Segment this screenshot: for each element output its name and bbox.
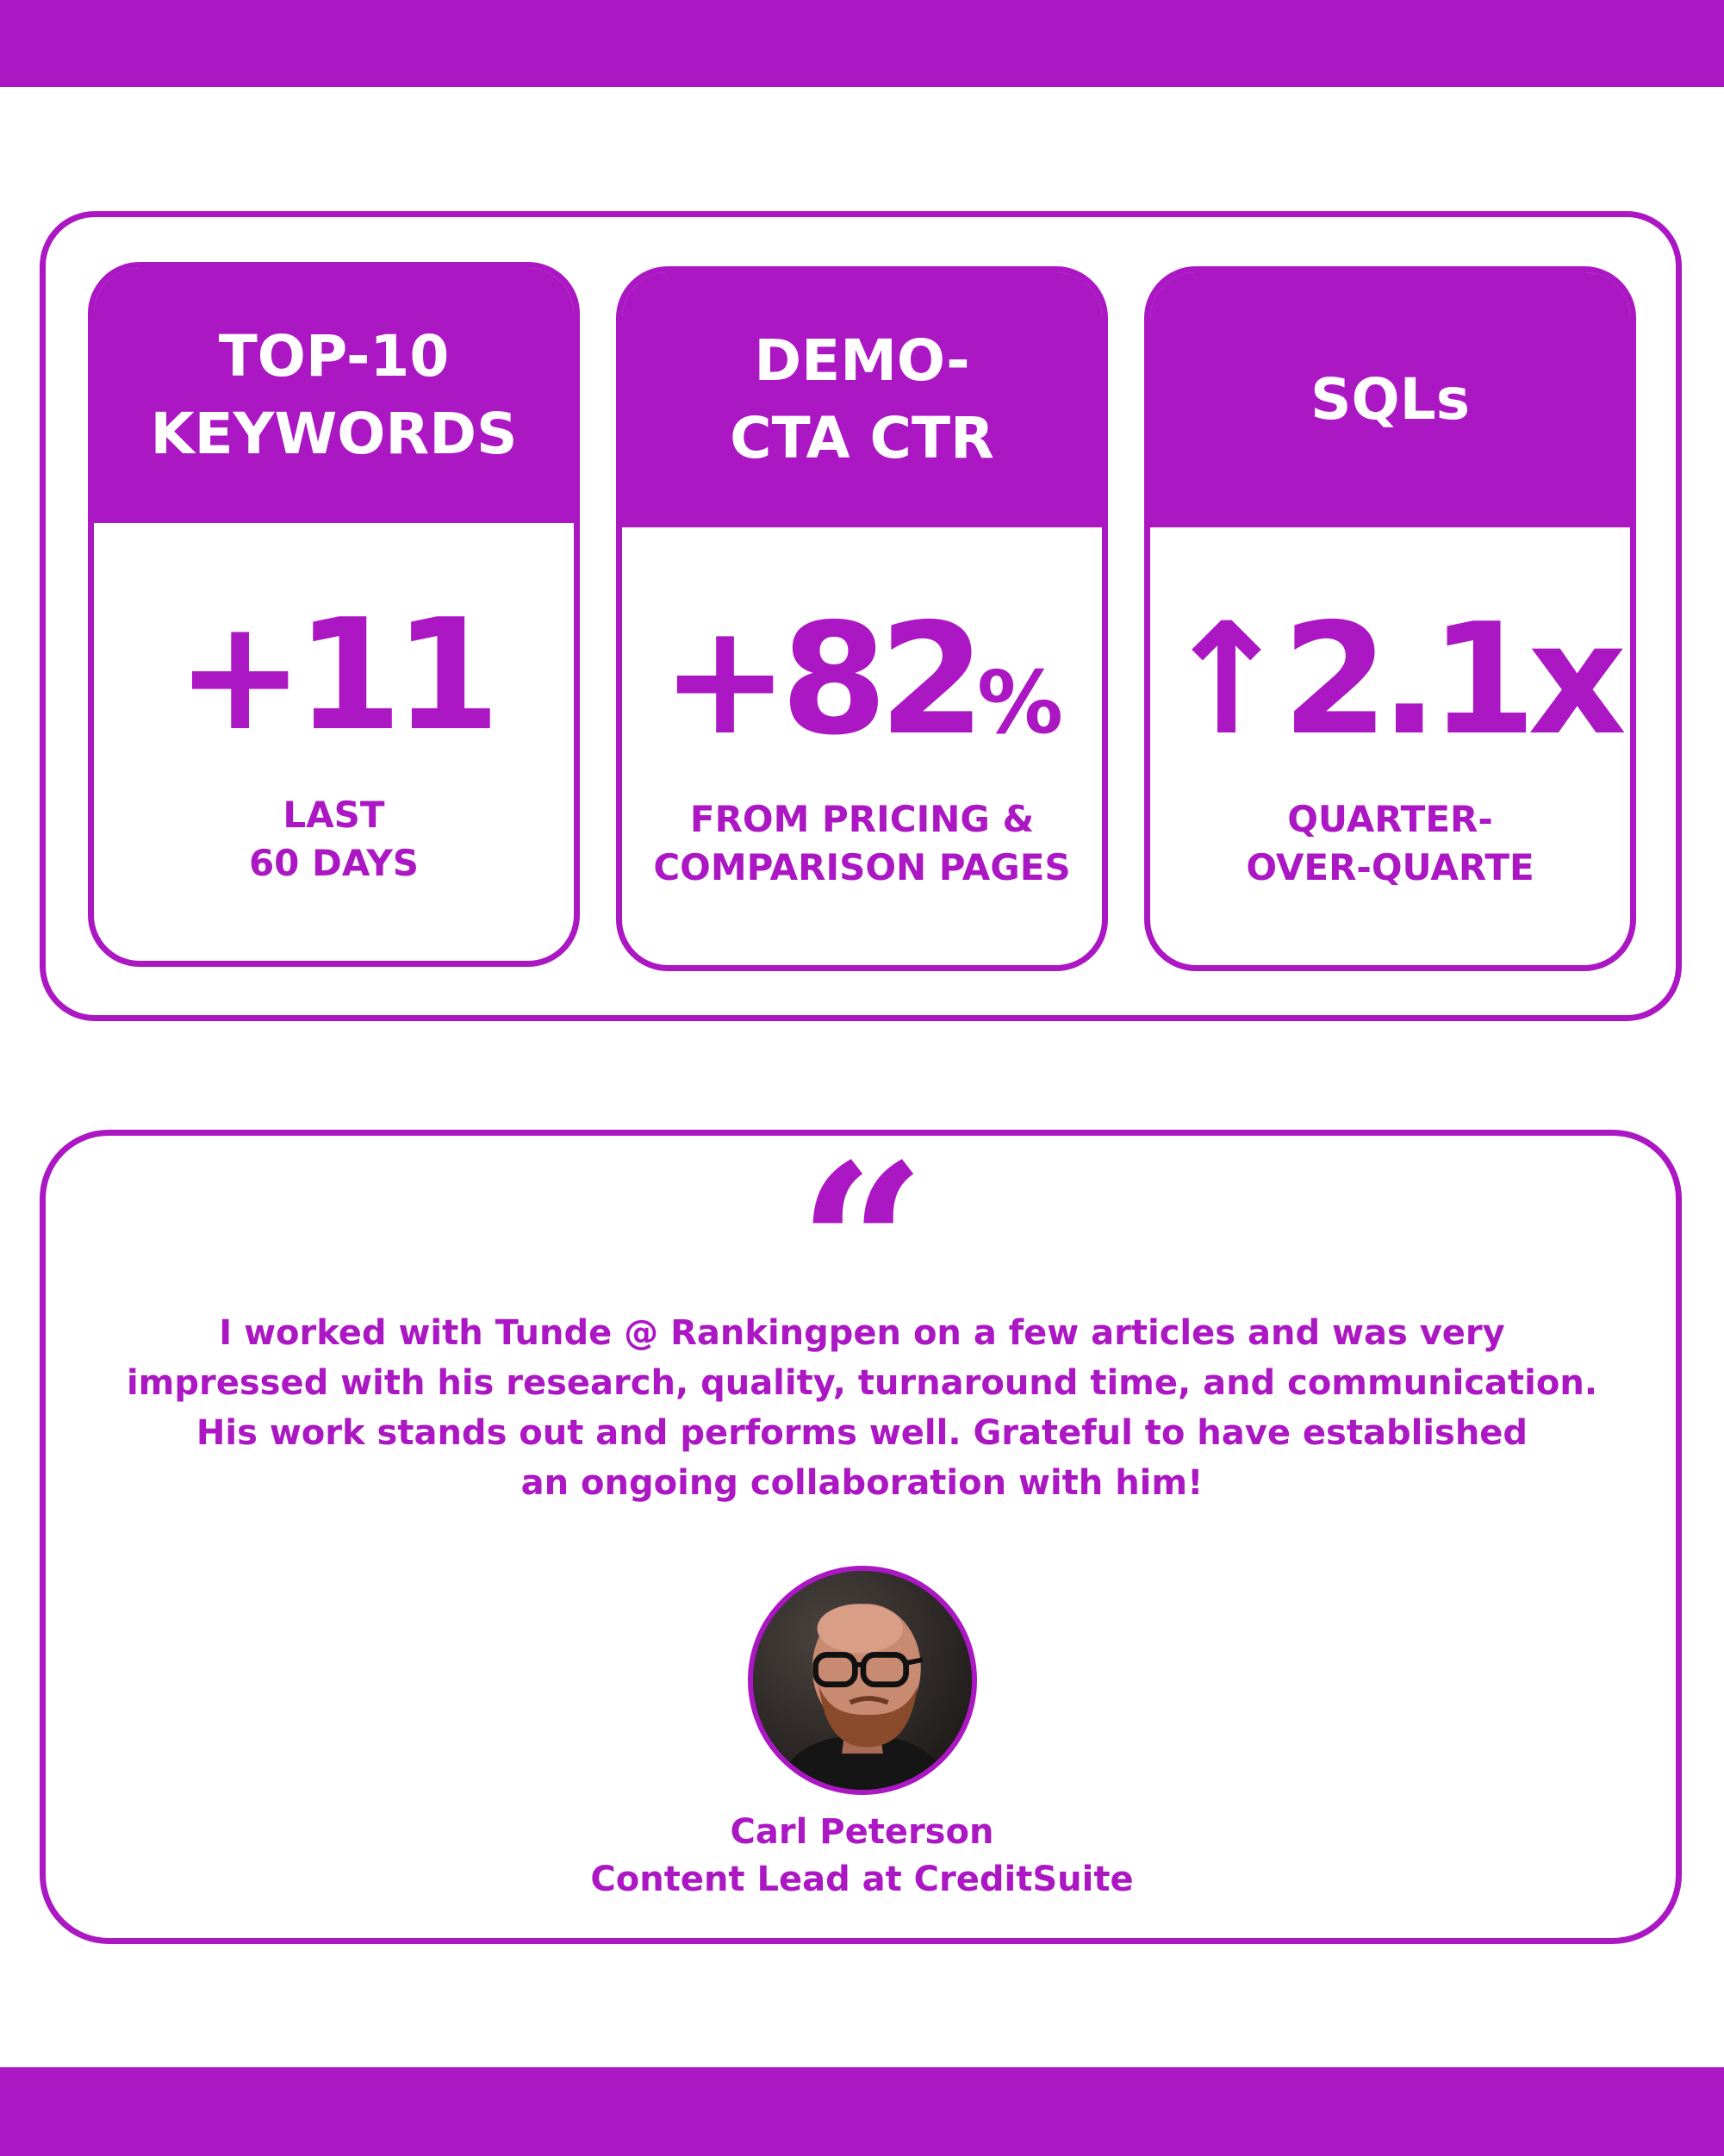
quote-line: impressed with his research, quality, tu… — [126, 1363, 1598, 1403]
stat-caption: QUARTER- OVER-QUARTE — [1246, 798, 1534, 888]
stat-title: SQLs — [1310, 366, 1470, 433]
bottom-accent-band — [0, 2067, 1724, 2156]
stat-value: +11 — [94, 599, 574, 772]
stats-panel — [40, 211, 1682, 1021]
stat-value: +82% — [622, 603, 1102, 776]
quote-line: I worked with Tunde @ Rankingpen on a fe… — [219, 1313, 1505, 1353]
avatar — [748, 1566, 977, 1795]
testimonial-panel — [40, 1130, 1682, 1944]
stat-value: ↑2.1x — [1150, 603, 1630, 776]
quote-line: an ongoing collaboration with him! — [520, 1463, 1204, 1503]
quote-line: His work stands out and performs well. G… — [196, 1413, 1528, 1453]
stat-unit: % — [976, 652, 1064, 753]
avatar-portrait — [753, 1571, 972, 1790]
stat-number: +82 — [660, 590, 986, 769]
stat-number: +11 — [176, 586, 501, 764]
top-accent-band — [0, 0, 1724, 87]
opening-quote-icon: “ — [797, 1116, 927, 1379]
stat-title: TOP-10 KEYWORDS — [150, 323, 518, 467]
stat-card-header: SQLs — [1150, 272, 1630, 527]
author-role: Content Lead at CreditSuite — [590, 1860, 1134, 1899]
stat-card-header: TOP-10 KEYWORDS — [94, 268, 574, 523]
stat-title: DEMO- CTA CTR — [730, 327, 994, 471]
stat-card-header: DEMO- CTA CTR — [622, 272, 1102, 527]
stat-card-sqls: SQLs ↑2.1x QUARTER- OVER-QUARTE — [1144, 266, 1636, 971]
testimonial-quote: I worked with Tunde @ Rankingpen on a fe… — [95, 1308, 1629, 1508]
stat-number: ↑2.1x — [1161, 590, 1627, 769]
stat-caption: LAST 60 DAYS — [248, 794, 420, 884]
stat-card-demo-cta: DEMO- CTA CTR +82% FROM PRICING & COMPAR… — [616, 266, 1108, 971]
stat-card-keywords: TOP-10 KEYWORDS +11 LAST 60 DAYS — [88, 262, 580, 967]
author-name: Carl Peterson — [730, 1812, 994, 1852]
stat-caption: FROM PRICING & COMPARISON PAGES — [653, 798, 1071, 888]
